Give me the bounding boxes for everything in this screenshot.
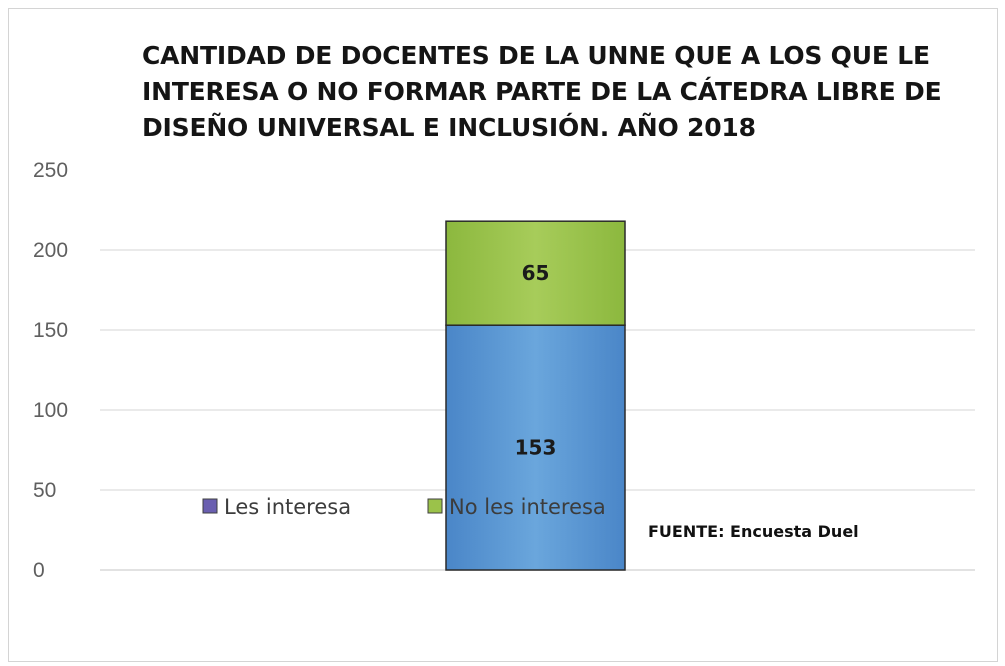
bar-segment-les-interesa xyxy=(445,324,626,571)
chart-legend: Les interesa No les interesa xyxy=(202,495,606,519)
y-tick-label: 50 xyxy=(33,479,56,502)
y-tick-label: 200 xyxy=(33,239,68,262)
legend-swatch-les-interesa xyxy=(202,498,218,514)
y-tick-label: 150 xyxy=(33,319,68,342)
data-label-no-les-interesa: 65 xyxy=(522,261,550,285)
chart-title: CANTIDAD DE DOCENTES DE LA UNNE QUE A LO… xyxy=(142,38,972,146)
y-tick-label: 250 xyxy=(33,159,68,182)
bar-segment-no-les-interesa xyxy=(445,220,626,326)
legend-swatch-no-les-interesa xyxy=(427,498,443,514)
legend-label-les-interesa: Les interesa xyxy=(224,495,351,519)
legend-label-no-les-interesa: No les interesa xyxy=(449,495,606,519)
chart-title-line-3: DISEÑO UNIVERSAL E INCLUSIÓN. AÑO 2018 xyxy=(142,113,756,142)
y-tick-label: 100 xyxy=(33,399,68,422)
data-label-les-interesa: 153 xyxy=(515,436,557,460)
y-tick-label: 0 xyxy=(33,559,45,582)
source-note: FUENTE: Encuesta Duel xyxy=(648,522,859,541)
chart-title-line-2: INTERESA O NO FORMAR PARTE DE LA CÁTEDRA… xyxy=(142,77,942,106)
chart-title-line-1: CANTIDAD DE DOCENTES DE LA UNNE QUE A LO… xyxy=(142,41,930,70)
